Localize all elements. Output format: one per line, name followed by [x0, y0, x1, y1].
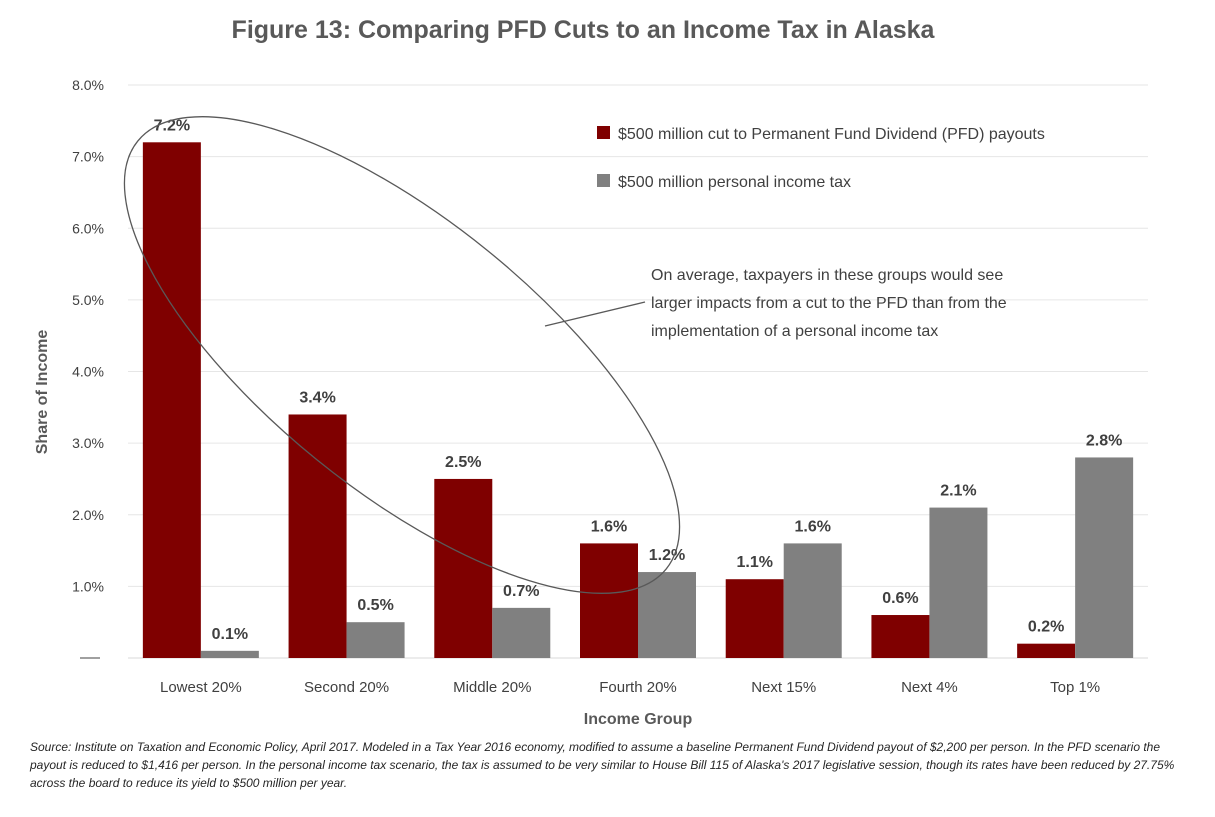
- data-label: 1.1%: [736, 554, 772, 571]
- x-category-label: Fourth 20%: [599, 679, 677, 696]
- bars: [142, 142, 1134, 659]
- x-category-label: Next 15%: [751, 679, 816, 696]
- data-label: 2.1%: [940, 483, 976, 500]
- bar-income-tax: [929, 507, 988, 658]
- legend-label-pfd: $500 million cut to Permanent Fund Divid…: [618, 126, 1045, 143]
- source-note: Source: Institute on Taxation and Econom…: [30, 740, 1175, 790]
- data-label: 0.5%: [357, 597, 393, 614]
- annotation-leader-line: [544, 301, 646, 327]
- bar-income-tax: [200, 650, 259, 658]
- x-category-label: Lowest 20%: [160, 679, 242, 696]
- data-label: 1.2%: [649, 547, 685, 564]
- bar-pfd-cut: [288, 414, 347, 658]
- x-category-label: Next 4%: [901, 679, 958, 696]
- data-label: 0.1%: [212, 626, 248, 643]
- y-tick-label: 7.0%: [72, 149, 104, 165]
- gridlines: [128, 84, 1148, 587]
- legend-label-tax: $500 million personal income tax: [618, 174, 851, 191]
- data-label: 1.6%: [794, 518, 830, 535]
- data-label: 3.4%: [299, 389, 335, 406]
- y-tick-label: 2.0%: [72, 507, 104, 523]
- x-category-label: Middle 20%: [453, 679, 531, 696]
- bar-pfd-cut: [142, 142, 201, 659]
- y-tick-label: 6.0%: [72, 220, 104, 236]
- data-label: 7.2%: [154, 117, 190, 134]
- legend-swatch-pfd: [597, 126, 610, 139]
- y-axis-title: Share of Income: [34, 330, 51, 455]
- x-axis-title: Income Group: [584, 711, 693, 728]
- bar-pfd-cut: [1017, 643, 1076, 658]
- annotation: On average, taxpayers in these groups wo…: [123, 116, 1007, 594]
- data-label: 2.5%: [445, 454, 481, 471]
- x-category-label: Top 1%: [1050, 679, 1100, 696]
- category-labels: Lowest 20% Second 20% Middle 20% Fourth 20%…: [160, 679, 1100, 696]
- bar-income-tax: [783, 543, 842, 658]
- legend: $500 million cut to Permanent Fund Divid…: [597, 126, 1045, 191]
- y-tick-label: 3.0%: [72, 435, 104, 451]
- x-category-label: Second 20%: [304, 679, 389, 696]
- data-label: 0.7%: [503, 583, 539, 600]
- annotation-line-3: implementation of a personal income tax: [651, 323, 938, 340]
- y-tick-label: 4.0%: [72, 364, 104, 380]
- annotation-ellipse: [123, 116, 681, 594]
- bar-pfd-cut: [725, 579, 784, 658]
- data-label: 0.2%: [1028, 619, 1064, 636]
- y-tick-label: 5.0%: [72, 292, 104, 308]
- data-labels: 7.2% 0.1% 3.4% 0.5% 2.5% 0.7% 1.6% 1.2% 1.1% 1.6%…: [154, 117, 1123, 643]
- data-label: 2.8%: [1086, 432, 1122, 449]
- chart-title: Figure 13: Comparing PFD Cuts to an Inco…: [232, 16, 936, 44]
- y-tick-labels: 8.0% 7.0% 6.0% 5.0% 4.0% 3.0% 2.0% 1.0%: [72, 77, 104, 659]
- data-label: 0.6%: [882, 590, 918, 607]
- bar-pfd-cut: [871, 615, 930, 658]
- y-tick-label: 8.0%: [72, 77, 104, 93]
- legend-swatch-tax: [597, 174, 610, 187]
- bar-income-tax: [638, 572, 696, 658]
- bar-income-tax: [1075, 457, 1134, 658]
- bar-pfd-cut: [580, 543, 638, 658]
- bar-income-tax: [346, 622, 405, 658]
- bar-income-tax: [492, 607, 551, 658]
- y-tick-label: 1.0%: [72, 578, 104, 594]
- annotation-line-2: larger impacts from a cut to the PFD tha…: [651, 295, 1007, 312]
- data-label: 1.6%: [591, 518, 627, 535]
- annotation-line-1: On average, taxpayers in these groups wo…: [651, 267, 1003, 284]
- bar-pfd-cut: [434, 478, 493, 658]
- chart: Figure 13: Comparing PFD Cuts to an Inco…: [34, 16, 1148, 728]
